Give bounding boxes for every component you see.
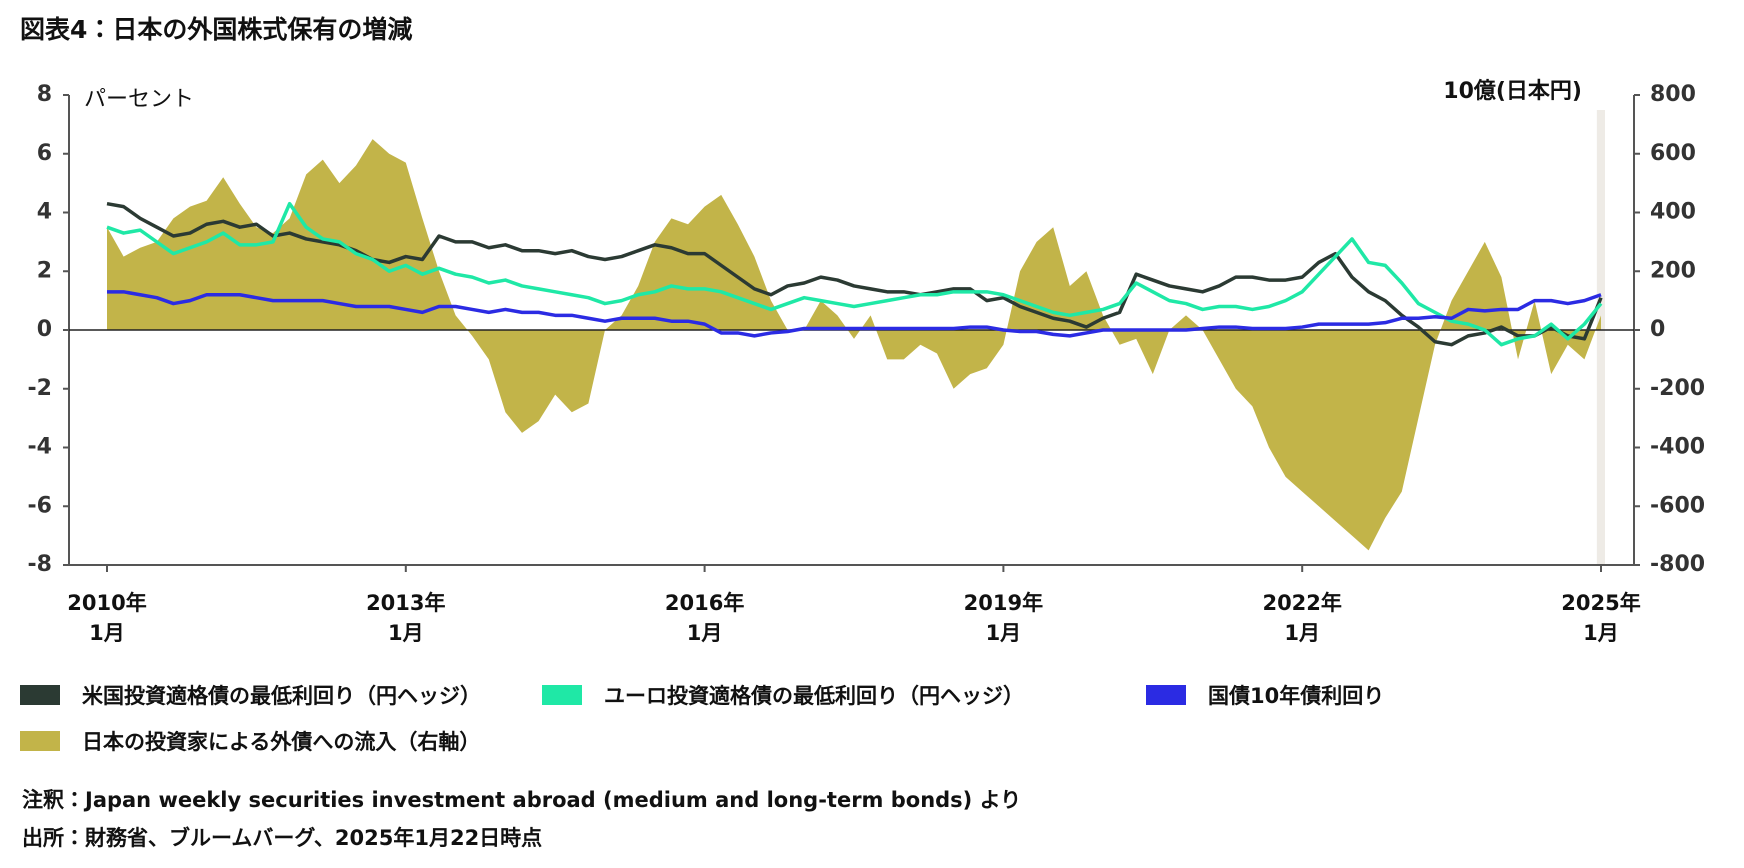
y2-tick-label: 800	[1650, 82, 1696, 107]
x-tick-label: 2019年 1月	[963, 591, 1044, 645]
highlight-band	[1596, 110, 1605, 565]
x-tick-label: 2022年 1月	[1262, 591, 1342, 645]
y-tick-label: 6	[37, 141, 52, 166]
legend-item: 国債10年債利回り	[1146, 680, 1384, 710]
y2-axis-label: 10億(日本円)	[1443, 78, 1582, 104]
line	[106, 201, 1603, 347]
legend-label: 国債10年債利回り	[1208, 684, 1385, 708]
line	[107, 290, 1602, 338]
y-tick-label: -2	[28, 376, 52, 401]
y2-tick-label: 400	[1650, 200, 1696, 225]
legend-label: ユーロ投資適格債の最低利回り（円ヘッジ）	[604, 684, 1024, 708]
x-tick-label: 2016年 1月	[664, 591, 745, 645]
legend-label: 米国投資適格債の最低利回り（円ヘッジ）	[82, 684, 481, 708]
chart-title: 図表4：日本の外国株式保有の増減	[20, 15, 413, 44]
legend-swatch	[20, 731, 60, 751]
source: 出所：財務省、ブルームバーグ、2025年1月22日時点	[22, 826, 543, 850]
y-tick-label: 8	[37, 82, 52, 107]
line	[106, 201, 1603, 347]
x-tick-label: 2010年 1月	[67, 591, 147, 645]
y2-tick-label: -600	[1650, 493, 1705, 518]
y-tick-label: 4	[37, 200, 52, 225]
legend-swatch	[1146, 685, 1186, 705]
y2-tick-label: -400	[1650, 435, 1705, 460]
area	[107, 139, 1601, 551]
legend-label: 日本の投資家による外債への流入（右軸）	[82, 730, 481, 754]
legend-swatch	[542, 685, 582, 705]
y2-tick-label: -200	[1650, 376, 1705, 401]
legend-item: ユーロ投資適格債の最低利回り（円ヘッジ）	[542, 680, 1024, 710]
y2-tick-label: 600	[1650, 141, 1696, 166]
y-tick-label: -8	[28, 552, 52, 577]
legend-item: 米国投資適格債の最低利回り（円ヘッジ）	[20, 680, 481, 710]
y2-tick-label: -800	[1650, 552, 1705, 577]
note: 注釈：Japan weekly securities investment ab…	[22, 788, 1022, 812]
legend-item: 日本の投資家による外債への流入（右軸）	[20, 726, 480, 756]
legend-swatch	[20, 685, 60, 705]
y-tick-label: 0	[37, 317, 52, 342]
y-tick-label: 2	[37, 258, 52, 283]
y-tick-label: -4	[28, 435, 52, 460]
y-axis-label: パーセント	[84, 87, 194, 112]
y-tick-label: -6	[28, 493, 52, 518]
x-tick-label: 2013年 1月	[366, 591, 446, 645]
y2-tick-label: 0	[1650, 317, 1665, 342]
y2-tick-label: 200	[1650, 258, 1696, 283]
x-tick-label: 2025年 1月	[1561, 591, 1641, 645]
